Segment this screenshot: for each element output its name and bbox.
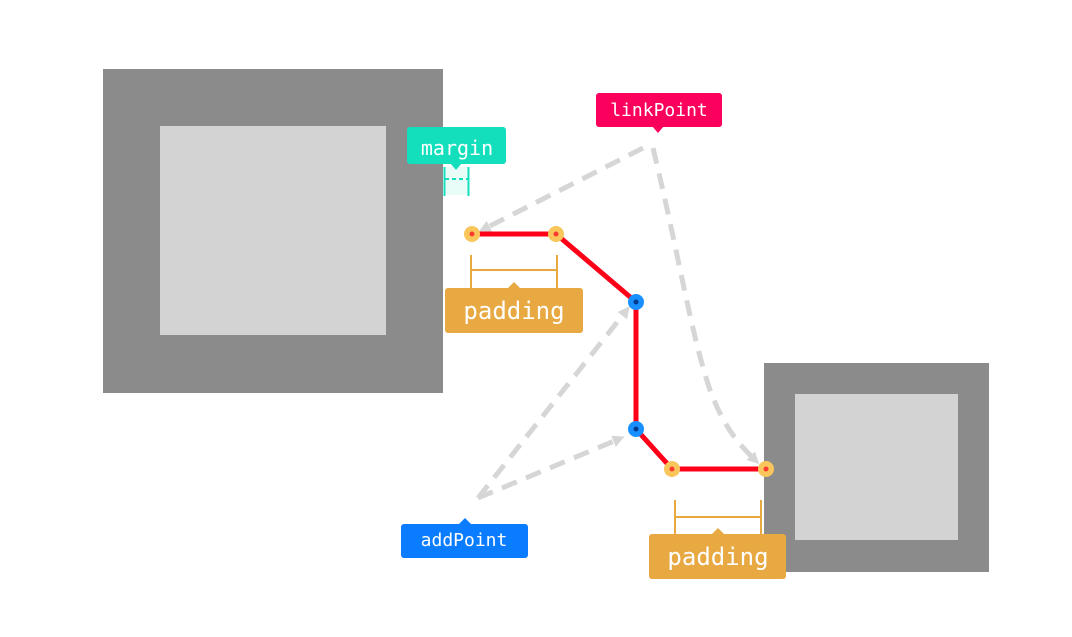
target-node-content — [795, 394, 958, 540]
link-point-label: linkPoint — [596, 93, 722, 133]
target-node[interactable] — [764, 363, 989, 572]
source-node-content — [160, 126, 386, 335]
addpoint-arrow-upper — [478, 311, 626, 498]
link-point-bend-2[interactable] — [664, 461, 680, 477]
link-point-start[interactable] — [464, 226, 480, 242]
add-point-label: addPoint — [401, 518, 528, 558]
link-point-end[interactable] — [758, 461, 774, 477]
padding-label-bottom-text: padding — [667, 543, 768, 571]
margin-label: margin — [407, 127, 506, 170]
linkpoint-arrow-end — [653, 148, 755, 460]
margin-label-text: margin — [421, 136, 493, 160]
source-node[interactable] — [103, 69, 443, 393]
linkpoint-arrow-start — [484, 148, 643, 229]
padding-label-top-text: padding — [463, 297, 564, 325]
margin-indicator — [444, 167, 469, 196]
link-point-label-text: linkPoint — [610, 100, 708, 121]
padding-label-bottom: padding — [649, 528, 786, 579]
add-point-handle-lower[interactable] — [628, 421, 644, 437]
add-point-label-text: addPoint — [421, 530, 508, 551]
link-point-bend-1[interactable] — [548, 226, 564, 242]
add-point-handle-upper[interactable] — [628, 294, 644, 310]
padding-label-top: padding — [445, 282, 583, 333]
